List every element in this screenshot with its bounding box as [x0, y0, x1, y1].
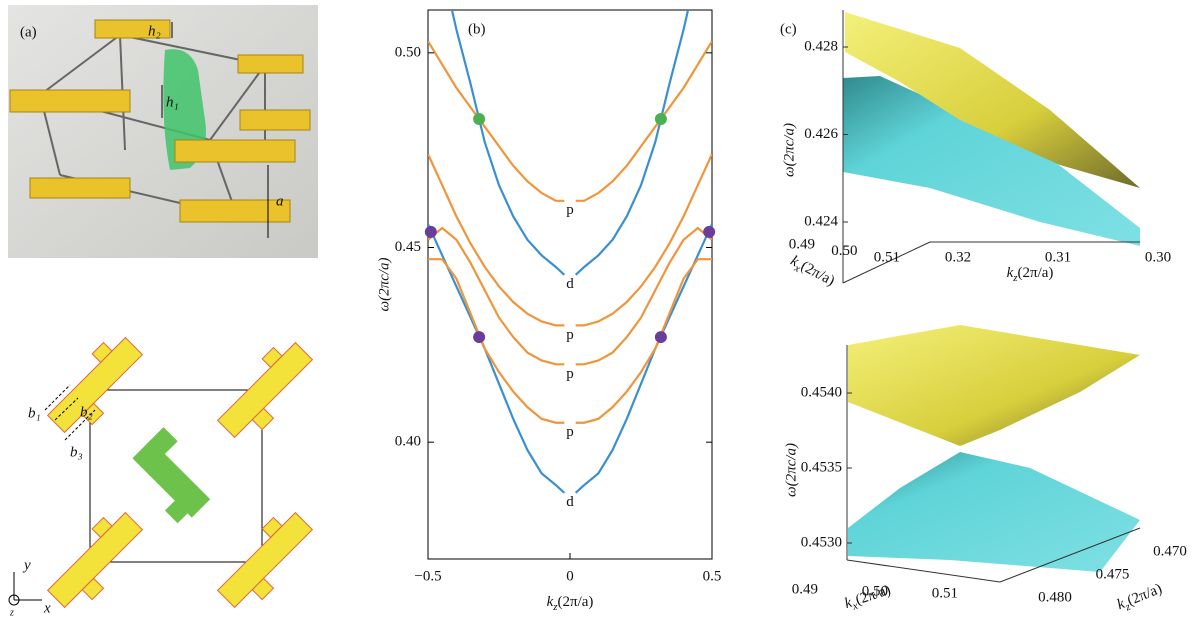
y-tick-label: 0.31 [1045, 249, 1071, 265]
dim-label: b₁ [28, 405, 41, 421]
z-axis-label: ω(2πc/a) [781, 123, 797, 177]
surface-lower [848, 452, 1140, 572]
crossing-point [473, 331, 485, 343]
x-axis-label: kx(2π/a) [787, 253, 837, 291]
band-label: d [566, 276, 574, 292]
axis-label: y [22, 557, 31, 573]
y-axis-label: kz(2π/a) [1115, 581, 1165, 615]
x-axis-label: kz(2π/a) [547, 594, 594, 612]
block [240, 110, 310, 130]
dim-label: b₂ [80, 404, 93, 420]
green-piece [123, 427, 223, 527]
panel-a: (a) h₂ h₁ a [8, 5, 318, 258]
x-tick-label: 0.5 [703, 568, 722, 584]
block [238, 55, 303, 73]
z-tick-label: 0.4535 [801, 459, 842, 475]
y-tick-label: 0.45 [395, 239, 421, 255]
axis-label: x [43, 600, 51, 616]
yellow-piece [209, 334, 322, 447]
label-unit: (2π/a) [798, 259, 837, 290]
crossing-point [425, 226, 437, 238]
y-axis-label: ω(2πc/a) [376, 258, 392, 312]
dim-label: h₁ [166, 94, 179, 110]
band-label: p [566, 424, 574, 440]
z-tick-label: 0.426 [804, 126, 838, 142]
x-tick-label: 0 [566, 568, 574, 584]
band-label: p [566, 202, 574, 218]
x-tick-label: 0.49 [789, 236, 815, 252]
axis-label: z [9, 607, 14, 617]
x-tick-label: 0.51 [874, 249, 900, 265]
z-tick-label: 0.4530 [801, 534, 842, 550]
crossing-point [473, 113, 485, 125]
yellow-piece [39, 329, 152, 442]
dim-label: h₂ [148, 23, 161, 39]
x-tick-label: 0.49 [792, 581, 818, 597]
block [180, 200, 290, 222]
y-tick-label: 0.480 [1038, 589, 1072, 605]
y-tick-label: 0.50 [395, 44, 421, 60]
band-label: p [566, 327, 574, 343]
crossing-point [655, 331, 667, 343]
curve [428, 154, 712, 325]
y-axis-label: kz(2π/a) [1007, 265, 1054, 283]
y-tick-label: 0.475 [1096, 566, 1130, 582]
curve [428, 41, 712, 201]
figure: (a) h₂ h₁ a b₁ b₂ b₃ y x z 0.400.450.50−… [0, 0, 1199, 617]
panel-label: (c) [780, 21, 797, 37]
block [30, 178, 130, 198]
panel-label: (b) [468, 21, 486, 37]
plot-area [428, 0, 712, 493]
crossing-point [655, 113, 667, 125]
crossing-point [703, 226, 715, 238]
z-tick-label: 0.424 [804, 213, 838, 229]
band-label: p [566, 366, 574, 382]
yellow-piece [209, 504, 322, 617]
surface-upper [848, 325, 1140, 446]
block [10, 90, 130, 112]
y-tick-label: 0.30 [1145, 249, 1171, 265]
panel-label: (a) [20, 24, 37, 40]
dim-label: b₃ [70, 444, 83, 460]
x-tick-label: 0.50 [831, 243, 857, 259]
y-tick-label: 0.40 [395, 434, 421, 450]
y-tick-label: 0.470 [1153, 543, 1187, 559]
x-tick-label: 0.51 [932, 585, 958, 601]
label-unit: (2π/a) [558, 594, 594, 610]
x-tick-label: −0.5 [414, 568, 441, 584]
block [175, 140, 295, 162]
band-label: d [566, 494, 574, 510]
label-unit: (2π/a) [1018, 265, 1054, 281]
yellow-piece [39, 504, 152, 617]
curve [428, 228, 712, 364]
surface-top [843, 10, 1140, 283]
label-unit: (2π/a) [854, 583, 893, 609]
curve [428, 0, 712, 275]
surface-bottom [847, 325, 1140, 582]
schematic: b₁ b₂ b₃ y x z [9, 329, 322, 617]
z-axis-label: ω(2πc/a) [783, 443, 799, 497]
z-tick-label: 0.428 [804, 38, 838, 54]
z-tick-label: 0.4540 [801, 384, 842, 400]
label-unit: (2π/a) [1125, 581, 1164, 609]
dim-label: a [276, 193, 284, 209]
y-tick-label: 0.32 [945, 249, 971, 265]
